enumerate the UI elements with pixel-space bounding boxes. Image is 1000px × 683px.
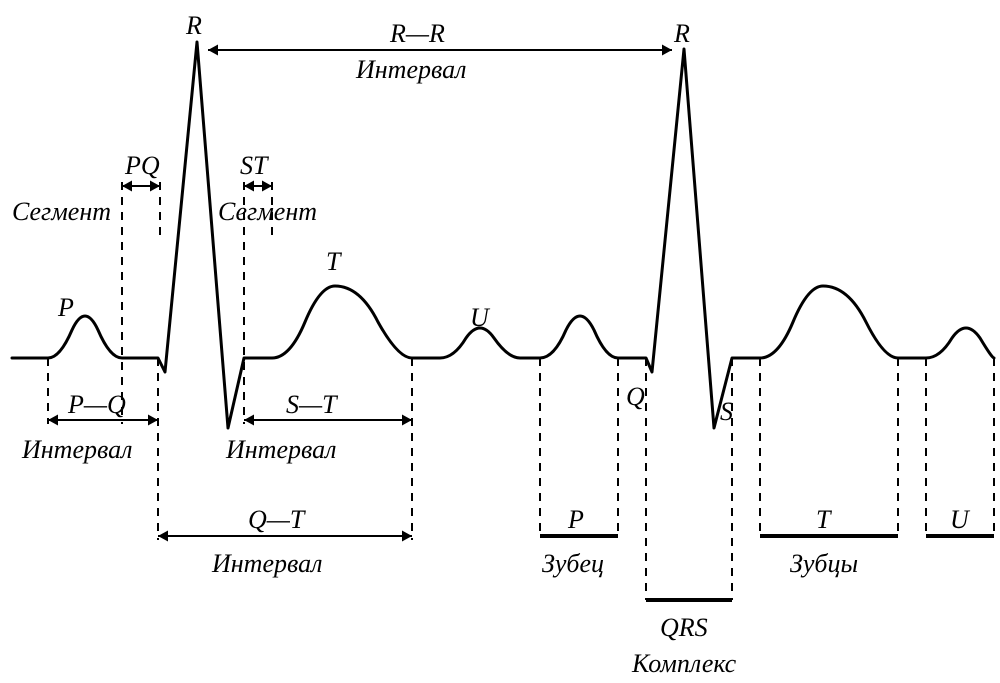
arrowhead [244,181,254,192]
label-pq_seg: Сегмент [12,197,111,226]
arrowhead [244,415,254,426]
arrowhead [208,45,218,56]
arrowhead [150,181,160,192]
bar-label-p_zubets: P [567,505,584,534]
bar-sublabel-p_zubets: Зубец [542,549,604,578]
wave-label-r: R [185,11,202,40]
arrowhead [48,415,58,426]
wave-label-t: T [326,247,342,276]
arrowhead [402,531,412,542]
label-st_int: S—T [286,390,338,419]
wave-label-s: S [720,397,733,426]
label-qt_int: Интервал [211,549,322,578]
label-pq_int: Интервал [21,435,132,464]
bar-sublabel-t_zubtsy: Зубцы [790,549,858,578]
wave-label-r: R [673,19,690,48]
label-pq_int: P—Q [67,390,126,419]
wave-label-q: Q [626,382,645,411]
bar-sublabel-qrs: Комплекс [631,649,737,678]
bar-label-u_zubtsy: U [950,505,971,534]
ecg-diagram: R—RИнтервалPQСегментSTСегментP—QИнтервал… [0,0,1000,683]
label-pq_seg: PQ [124,151,160,180]
arrowhead [148,415,158,426]
bar-label-qrs: QRS [660,613,708,642]
arrowhead [402,415,412,426]
label-rr: R—R [389,19,445,48]
label-st_int: Интервал [225,435,336,464]
label-st_seg: Сегмент [218,197,317,226]
wave-label-u: U [470,303,491,332]
arrowhead [262,181,272,192]
label-qt_int: Q—T [248,505,306,534]
wave-label-p: P [57,293,74,322]
label-st_seg: ST [240,151,269,180]
label-rr: Интервал [355,55,466,84]
bar-label-t_zubtsy: T [816,505,832,534]
arrowhead [662,45,672,56]
arrowhead [158,531,168,542]
arrowhead [122,181,132,192]
